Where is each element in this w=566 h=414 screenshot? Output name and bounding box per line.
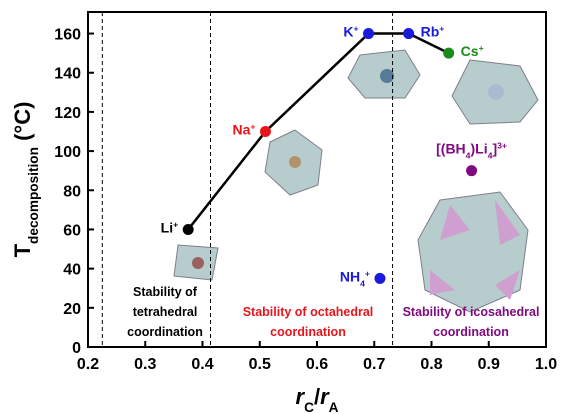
x-tick-label: 0.2 — [77, 356, 99, 373]
point-label: NH4+ — [340, 268, 370, 288]
text-part: + — [353, 24, 358, 34]
chart: 0 20 40 60 80 100 120 140 160 0.2 0.3 0.4 0.5 0.6 0.7 0… — [0, 0, 566, 414]
tetrahedron — [174, 245, 218, 280]
x-tick-label: 0.5 — [249, 356, 271, 373]
x-tick-label: 0.4 — [191, 356, 213, 373]
text-part: (°C) — [10, 102, 35, 147]
text-part: Rb — [421, 24, 440, 40]
y-tick-label: 80 — [63, 183, 81, 200]
region-label: coordination — [433, 325, 509, 339]
text-part: NH — [340, 268, 360, 284]
text-part: )Li — [471, 141, 488, 157]
region-label: Stability of octahedral — [243, 305, 374, 319]
y-tick-label: 20 — [63, 301, 81, 318]
region-label: tetrahedral — [133, 305, 198, 319]
x-tick-label: 0.9 — [478, 356, 500, 373]
y-tick-label: 100 — [54, 144, 81, 161]
x-tick-label: 0.7 — [363, 356, 385, 373]
y-tick-label: 0 — [72, 340, 81, 357]
y-tick-label: 40 — [63, 262, 81, 279]
point-label: Rb+ — [421, 24, 445, 40]
icosahedron — [418, 192, 528, 312]
data-point — [260, 126, 271, 137]
point-label: Li+ — [161, 219, 179, 235]
text-part: + — [479, 43, 484, 53]
region-label: coordination — [127, 325, 203, 339]
data-point — [363, 28, 374, 39]
text-part: A — [329, 400, 339, 414]
text-part: 3+ — [497, 141, 507, 151]
y-tick-label: 160 — [54, 27, 81, 44]
x-axis-title: rC/rA — [296, 384, 339, 414]
x-tick-label: 0.3 — [134, 356, 156, 373]
point-label: Na+ — [232, 122, 255, 138]
data-point — [374, 273, 385, 284]
data-point — [403, 28, 414, 39]
text-part: C — [304, 400, 314, 414]
text-part: + — [250, 122, 255, 132]
text-part: T — [10, 243, 35, 257]
data-point — [443, 48, 454, 59]
data-point — [183, 224, 194, 235]
region-label: Stability of icosahedral — [403, 305, 540, 319]
point-label: K+ — [343, 24, 358, 40]
text-part: decomposition — [26, 147, 41, 244]
x-tick-label: 1.0 — [535, 356, 557, 373]
octahedron — [265, 130, 322, 195]
data-point — [466, 165, 477, 176]
text-part: 4 — [360, 278, 365, 288]
text-part: Na — [232, 122, 250, 138]
cuboctahedron — [348, 50, 420, 98]
text-part: + — [439, 24, 444, 34]
text-part: + — [365, 268, 370, 278]
region-label: Stability of — [133, 285, 198, 299]
y-tick-label: 60 — [63, 222, 81, 239]
y-tick-label: 140 — [54, 66, 81, 83]
text-part: Cs — [461, 43, 479, 59]
text-part: Li — [161, 219, 173, 235]
text-part: [(BH — [436, 141, 466, 157]
text-part: + — [173, 219, 178, 229]
point-label: [(BH4)Li4]3+ — [436, 141, 507, 161]
x-tick-label: 0.6 — [306, 356, 328, 373]
text-part: K — [343, 24, 353, 40]
y-tick-label: 120 — [54, 105, 81, 122]
region-label: coordination — [270, 325, 346, 339]
point-label: Cs+ — [461, 43, 484, 59]
cs-polyhedron — [452, 60, 538, 124]
y-axis-title: Tdecomposition (°C) — [10, 102, 41, 258]
x-tick-label: 0.8 — [420, 356, 442, 373]
